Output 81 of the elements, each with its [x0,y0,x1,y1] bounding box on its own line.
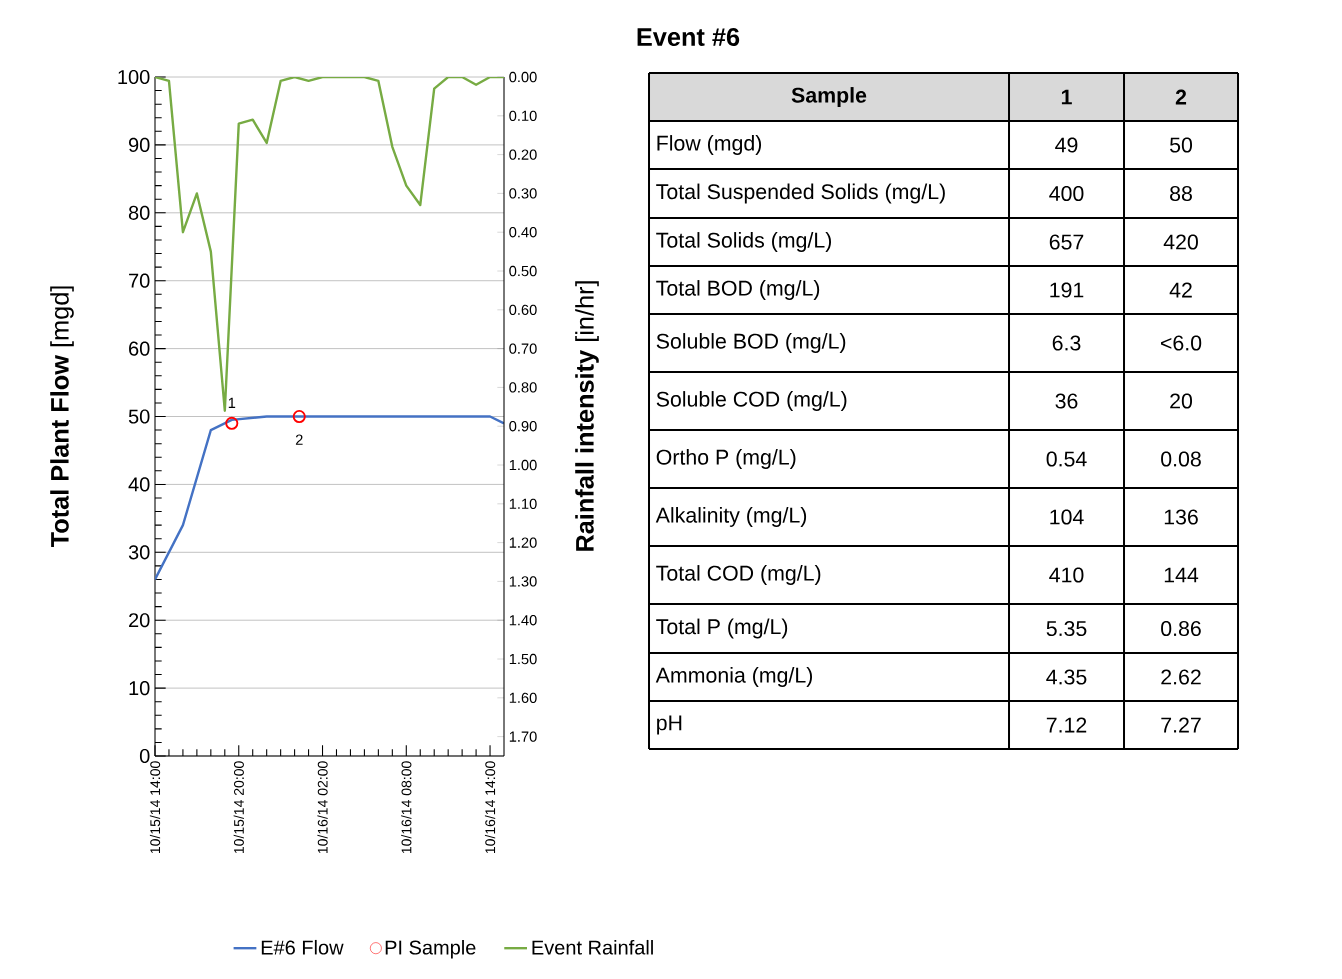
text: 42 [1169,282,1192,298]
text: 88 [1170,185,1192,202]
x-tick-label: 10/16/14 08:00 [401,761,412,854]
y-tick-label: 100 [118,69,150,85]
text: 1 [1061,89,1072,105]
text: 2.62 [1161,669,1201,685]
legend-label: E#6 Flow [261,939,344,955]
text: Total P (mg/L) [656,618,788,639]
y-tick-label: 50 [128,409,150,424]
y2-axis-title: Rainfall intensity [in/hr] [575,281,599,551]
y2-tick-label: 1.00 [509,459,537,471]
text: Soluble BOD (mg/L) [656,333,846,353]
y2-tick-label: 0.60 [509,304,537,316]
text: 136 [1164,509,1198,525]
y-tick-label: 0 [139,748,150,764]
y2-tick-label: 1.10 [509,498,537,510]
text: Total COD (mg/L) [656,565,821,585]
text: 0.08 [1161,451,1201,467]
annotation: 1 [228,397,236,408]
text: 657 [1049,234,1084,250]
text: 410 [1049,567,1084,583]
text: 7.12 [1046,717,1087,733]
y-tick-label: 10 [129,681,150,696]
text: <6.0 [1161,335,1202,351]
y-tick-label: 60 [129,341,150,356]
x-tick-label: 10/16/14 14:00 [484,761,496,854]
y2-tick-label: 0.10 [509,110,537,122]
text: 49 [1055,137,1078,153]
text: Event #6 [637,28,740,46]
y-tick-label: 30 [128,545,150,560]
text: Ammonia (mg/L) [655,667,813,687]
text: Flow (mgd) [657,135,762,155]
text: Total BOD (mg/L) [656,280,820,300]
y2-tick-label: 0.40 [509,227,537,238]
text: 5.35 [1046,620,1087,637]
text: 144 [1164,567,1199,583]
annotation: 2 [295,434,303,445]
legend-label: Event Rainfall [532,939,653,955]
y2-tick-label: 0.00 [509,71,537,83]
text: 6.3 [1052,335,1081,351]
text: 36 [1055,393,1078,409]
text: Total Suspended Solids (mg/L) [656,183,945,204]
text: Ortho P (mg/L) [656,449,796,469]
y-axis-title: Total Plant Flow [mgd] [50,286,74,548]
text: pH [657,715,682,735]
text: 0.86 [1161,620,1201,637]
text: 104 [1050,509,1084,525]
x-tick-label: 10/15/14 14:00 [149,761,161,854]
y2-tick-label: 0.80 [509,382,537,393]
y-tick-label: 40 [128,477,150,492]
text: 20 [1170,393,1193,409]
text: 400 [1049,185,1084,202]
x-tick-label: 10/15/14 20:00 [233,761,244,854]
y-tick-label: 80 [128,205,150,220]
y2-tick-label: 1.70 [509,731,537,742]
y2-tick-label: 0.50 [509,265,537,277]
text: 4.35 [1046,669,1087,685]
y2-tick-label: 0.20 [509,149,537,160]
text: Sample [791,87,867,107]
x-tick-label: 10/16/14 02:00 [317,761,328,854]
y-tick-label: 70 [129,273,150,288]
text: 50 [1170,137,1193,153]
y2-tick-label: 1.60 [509,692,537,704]
text: 2 [1175,89,1187,105]
y-tick-label: 90 [128,137,150,152]
text: Soluble COD (mg/L) [656,391,847,411]
y-tick-label: 20 [129,613,150,628]
y2-tick-label: 1.50 [509,653,537,665]
text: 7.27 [1161,717,1201,733]
y2-tick-label: 0.70 [509,343,537,354]
y2-tick-label: 1.30 [509,576,537,587]
text: Alkalinity (mg/L) [655,507,807,527]
text: Total Solids (mg/L) [656,232,831,252]
legend-label: PI Sample [385,939,476,959]
y2-tick-label: 0.30 [509,188,537,199]
y2-tick-label: 1.40 [509,615,537,626]
text: 0.54 [1046,451,1087,467]
text: 191 [1050,282,1084,298]
y2-tick-label: 1.20 [509,537,537,548]
text: 420 [1163,234,1198,250]
y2-tick-label: 0.90 [509,421,537,432]
